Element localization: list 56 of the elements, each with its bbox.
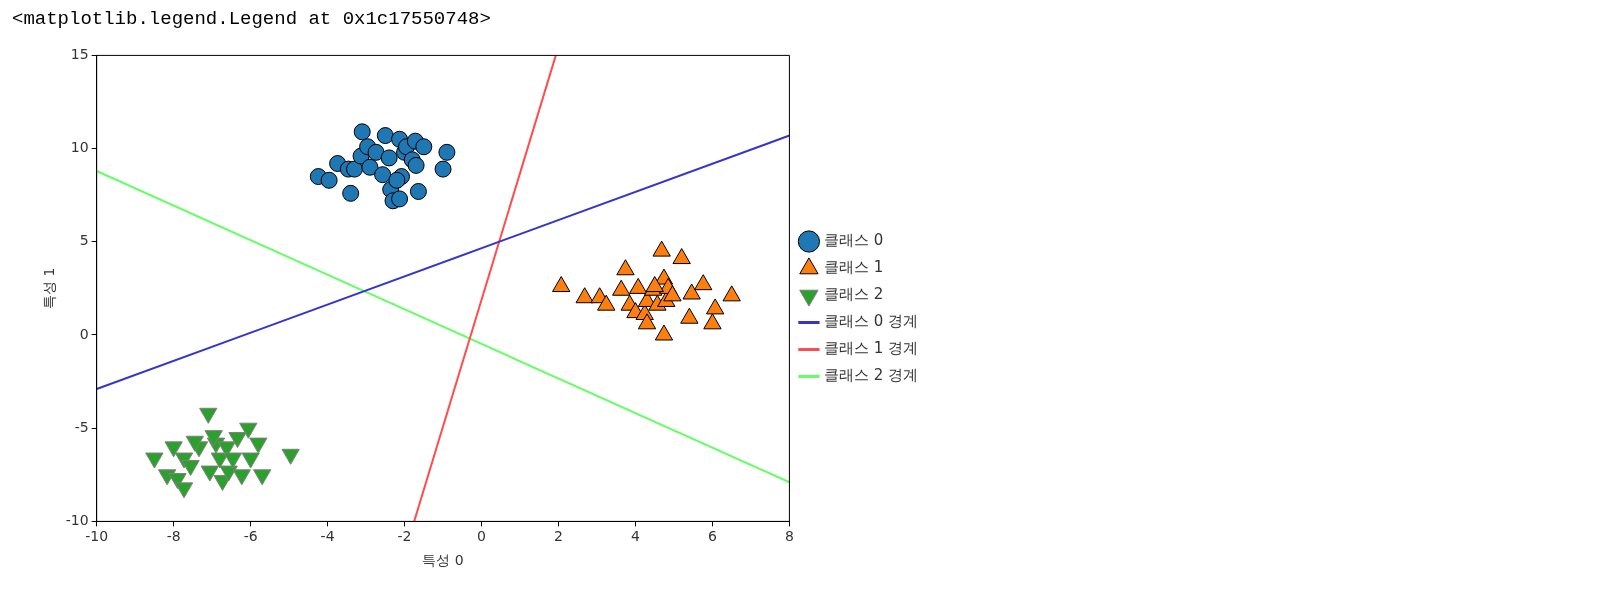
x-tick-label: -4 (320, 528, 335, 545)
y-tick-label: -5 (74, 418, 89, 435)
point (374, 166, 392, 184)
point (228, 432, 247, 449)
point (185, 435, 204, 452)
point (434, 160, 452, 178)
point (380, 149, 398, 167)
point (407, 156, 425, 174)
point (415, 138, 433, 156)
legend-label: 클래스 0 경계 (823, 312, 919, 331)
point (346, 160, 364, 178)
legend-label: 클래스 2 경계 (823, 366, 919, 385)
x-axis-title: 특성 0 (422, 552, 464, 569)
point (145, 452, 164, 469)
x-tick-label: 4 (631, 528, 641, 545)
point (249, 437, 268, 454)
legend-label: 클래스 0 (823, 231, 884, 250)
x-tick-label: 0 (477, 528, 486, 545)
point (388, 171, 406, 189)
x-tick-label: 2 (554, 528, 563, 545)
x-tick-label: 8 (784, 528, 794, 545)
point (376, 127, 394, 145)
x-tick-label: -6 (243, 528, 258, 545)
point (241, 452, 260, 469)
y-tick-label: 5 (79, 232, 89, 249)
point (353, 123, 371, 141)
legend-label: 클래스 2 (823, 285, 884, 304)
point (253, 469, 272, 486)
point (199, 407, 218, 424)
x-tick-label: -2 (397, 528, 412, 545)
point (181, 459, 200, 476)
legend-label: 클래스 1 (823, 258, 884, 277)
point (361, 158, 379, 176)
point (204, 430, 223, 447)
point (367, 143, 385, 161)
point (438, 143, 456, 161)
y-tick-label: 15 (70, 46, 89, 63)
point (164, 441, 183, 458)
y-tick-label: 0 (79, 325, 89, 342)
legend-label: 클래스 1 경계 (823, 339, 919, 358)
point (391, 190, 409, 208)
point (232, 469, 251, 486)
point (200, 465, 219, 482)
point (409, 182, 427, 200)
point (281, 448, 300, 465)
x-tick-label: 6 (707, 528, 717, 545)
y-axis-title: 특성 1 (41, 267, 58, 310)
point (342, 184, 360, 202)
x-tick-label: -8 (166, 528, 181, 545)
point (239, 422, 258, 439)
text: <matplotlib.legend.Legend at 0x1c17550748> (12, 8, 492, 30)
y-tick-label: -10 (65, 512, 89, 529)
y-tick-label: 10 (70, 139, 89, 156)
point (320, 171, 338, 189)
point (223, 452, 243, 469)
point (174, 482, 194, 499)
